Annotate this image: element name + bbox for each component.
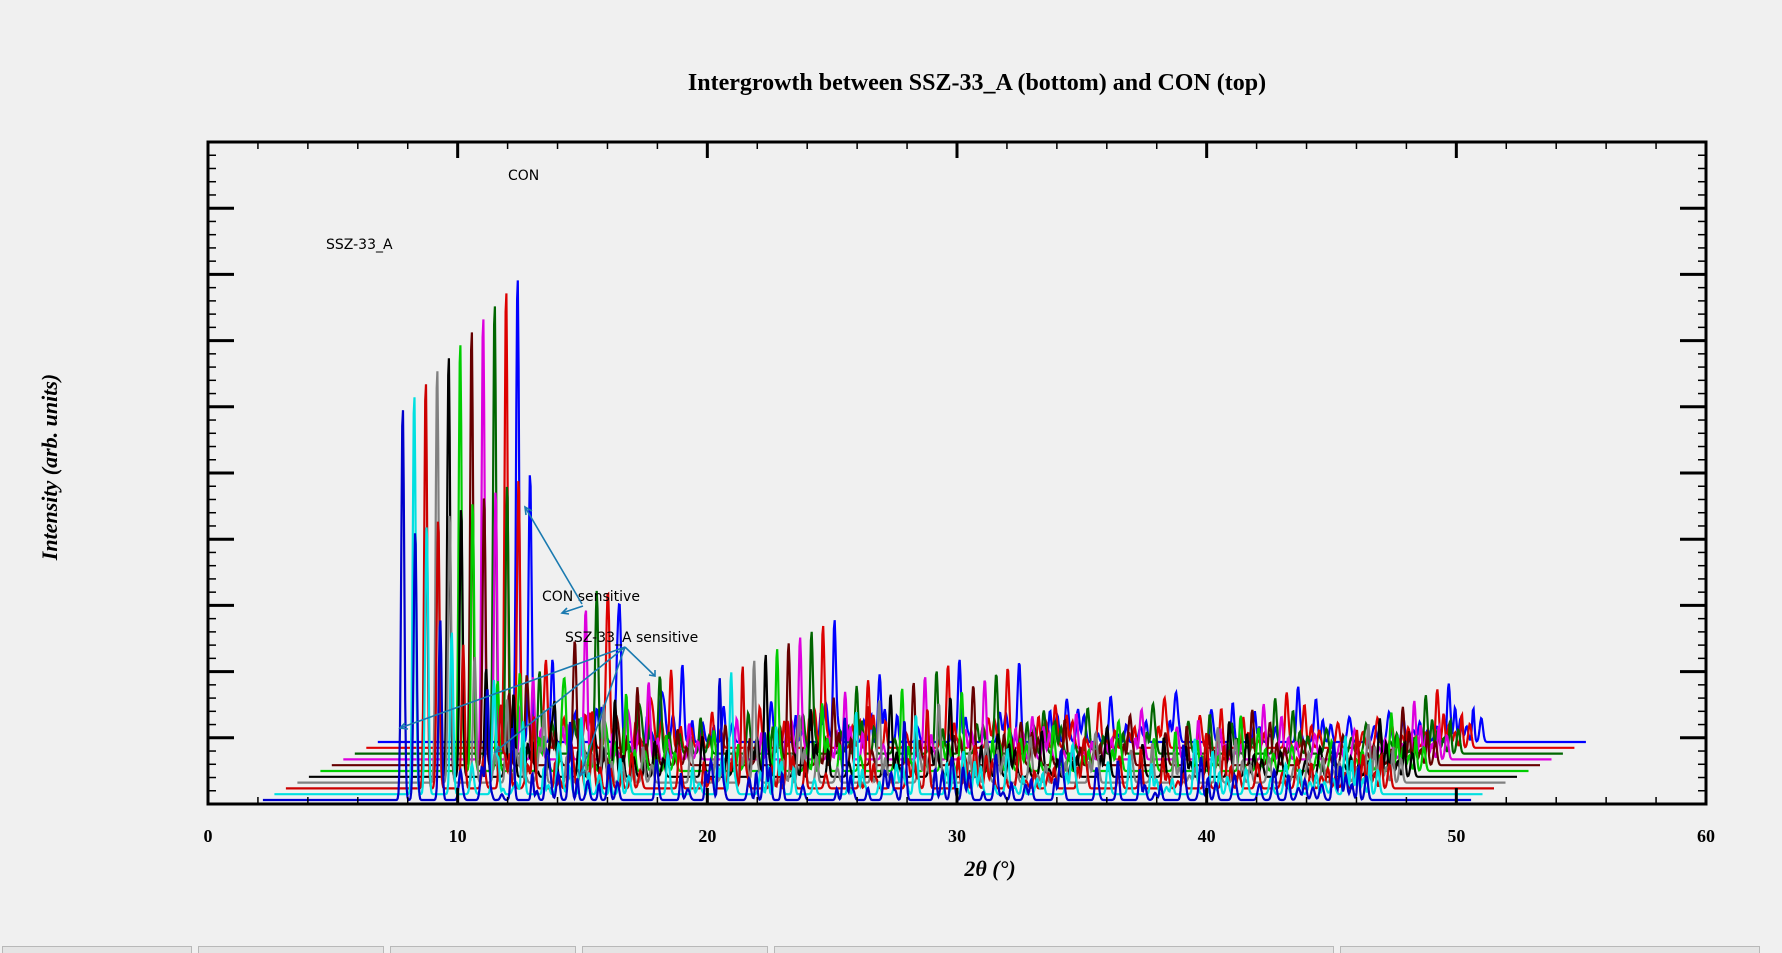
x-tick-label: 40 [1198,826,1216,846]
footer-tab-5[interactable] [774,946,1334,953]
annotation-layer: CON SSZ-33_A CON sensitive SSZ-33_A sens… [326,168,698,778]
x-tick-label: 30 [948,826,966,846]
arrow-ssz-2-head [398,722,409,730]
chart-title: Intergrowth between SSZ-33_A (bottom) an… [688,70,1266,96]
arrow-ssz-4 [579,646,626,777]
tick-layer [206,140,1708,806]
series-line-1 [274,397,1483,796]
annotation-ssz33a: SSZ-33_A [326,237,393,253]
arrow-con-sensitive-2-head [560,607,570,615]
arrow-con-sensitive-1 [524,506,583,605]
annotation-con: CON [508,168,539,184]
x-tick-label: 50 [1447,826,1465,846]
arrow-ssz-1 [624,646,656,677]
x-tick-label: 0 [204,826,213,846]
window-footer-tabs [0,946,1782,953]
annotation-con-sensitive: CON sensitive [542,589,640,605]
arrow-ssz-3 [494,646,626,753]
series-line-0 [262,410,1472,802]
arrow-con-sensitive-1-head [524,505,533,516]
x-tick-label: 20 [698,826,716,846]
y-axis-label: Intensity (arb. units) [37,374,62,561]
footer-tab-4[interactable] [582,946,768,953]
x-axis-label: 2θ (°) [963,856,1015,881]
annotation-arrows [398,505,656,778]
footer-tab-1[interactable] [2,946,192,953]
series-line-10 [377,280,1586,744]
annotation-ssz33a-sensitive: SSZ-33_A sensitive [565,630,698,646]
series-layer [262,280,1586,802]
series-line-9 [366,293,1575,749]
footer-tab-3[interactable] [390,946,576,953]
arrow-con-sensitive-2 [561,605,584,614]
footer-tab-6[interactable] [1340,946,1760,953]
arrow-ssz-1-head [648,670,656,677]
x-tick-label: 10 [449,826,467,846]
footer-tab-2[interactable] [198,946,384,953]
arrow-ssz-2 [399,646,626,729]
x-tick-labels: 0 10 20 30 40 50 60 [204,826,1716,846]
arrow-ssz-4-head [577,768,586,778]
arrow-ssz-3-head [493,745,503,754]
x-tick-label: 60 [1697,826,1715,846]
